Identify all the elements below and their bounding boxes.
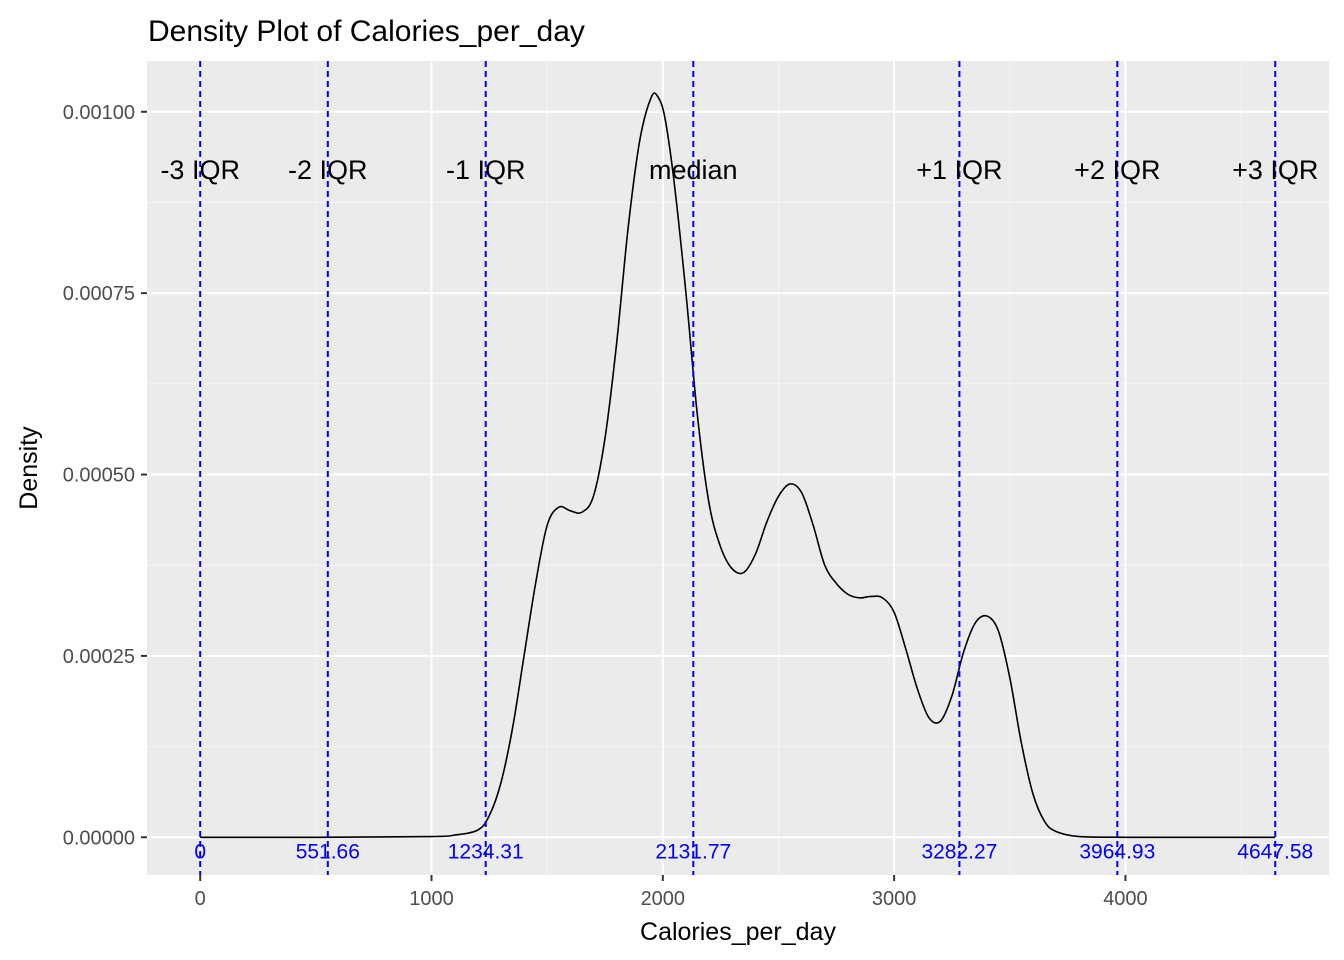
reference-value-label: 1234.31 (448, 840, 524, 863)
x-tick-label: 4000 (1103, 888, 1148, 910)
reference-label: +1 IQR (916, 155, 1002, 185)
x-axis-ticks: 0 1000 2000 3000 4000 (195, 875, 1148, 910)
major-gridlines (147, 61, 1329, 875)
reference-label: -3 IQR (160, 155, 240, 185)
x-tick-label: 1000 (409, 888, 454, 910)
density-curve (200, 92, 1276, 839)
reference-value-label: 2131.77 (655, 840, 731, 863)
y-tick-label: 0.00100 (63, 102, 135, 124)
reference-lines: -3 IQR 0 -2 IQR 551.66 -1 IQR 1234.31 median 21… (160, 61, 1318, 875)
reference-label: -2 IQR (288, 155, 368, 185)
y-tick-label: 0.00050 (63, 465, 135, 487)
minor-gridlines (147, 61, 1329, 875)
chart-title: Density Plot of Calories_per_day (148, 15, 585, 48)
plot-panel (147, 61, 1329, 875)
x-tick-label: 0 (195, 888, 206, 910)
y-tick-label: 0.00025 (63, 646, 135, 668)
reference-value-label: 4647.58 (1237, 840, 1313, 863)
x-tick-label: 2000 (641, 888, 686, 910)
reference-value-label: 551.66 (296, 840, 360, 863)
y-axis-ticks: 0.00000 0.00025 0.00050 0.00075 0.00100 (63, 102, 147, 849)
reference-value-label: 0 (194, 840, 206, 863)
reference-value-label: 3282.27 (921, 840, 997, 863)
reference-value-label: 3964.93 (1079, 840, 1155, 863)
reference-label: median (649, 155, 738, 185)
x-tick-label: 3000 (872, 888, 917, 910)
reference-label: +2 IQR (1074, 155, 1160, 185)
reference-label: -1 IQR (446, 155, 526, 185)
reference-label: +3 IQR (1232, 155, 1318, 185)
y-tick-label: 0.00075 (63, 283, 135, 305)
x-axis-title: Calories_per_day (640, 918, 836, 946)
y-tick-label: 0.00000 (63, 827, 135, 849)
series-layer (200, 92, 1276, 839)
y-axis-title: Density (15, 426, 43, 510)
